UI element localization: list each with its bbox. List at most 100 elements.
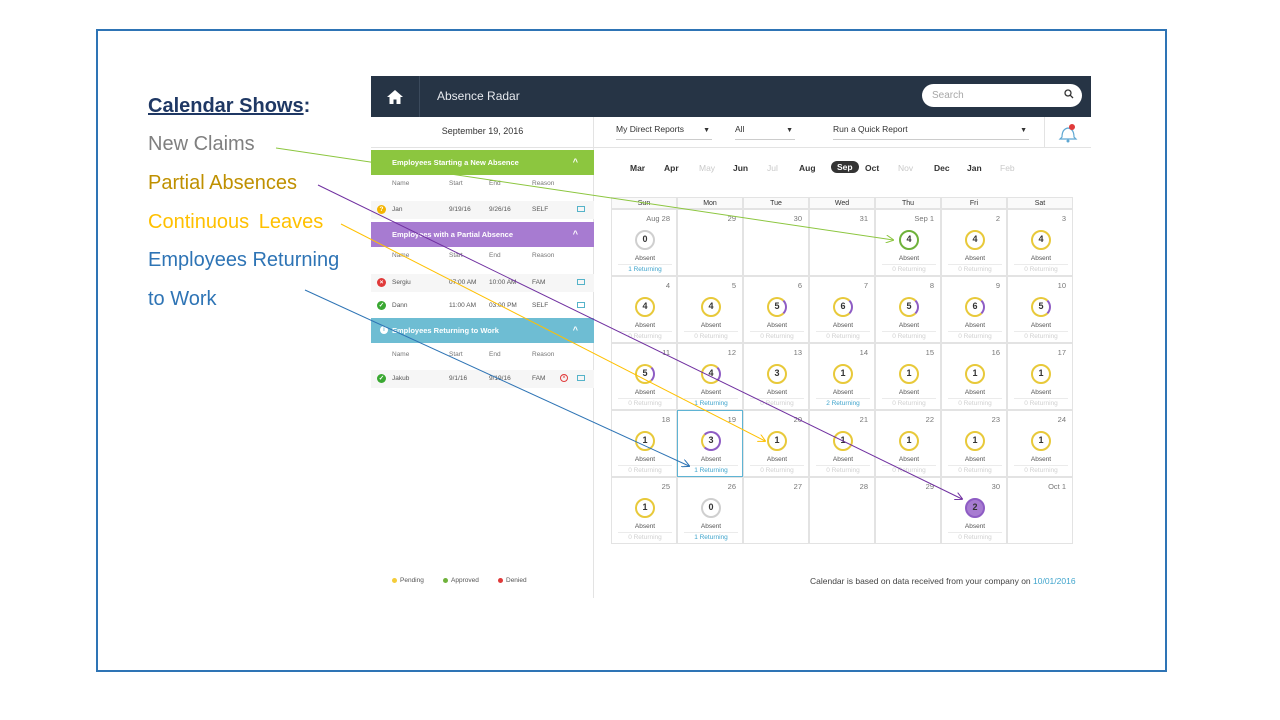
calendar-day[interactable]: 26 0 Absent 1 Returning [677, 477, 743, 544]
table-row[interactable]: ✓ Dann 11:00 AM 03:00 PM SELF [371, 297, 594, 315]
absence-count-ring[interactable]: 1 [1031, 364, 1051, 384]
calendar-day[interactable]: 22 1 Absent 0 Returning [875, 410, 941, 477]
calendar-day[interactable]: 9 6 Absent 0 Returning [941, 276, 1007, 343]
calendar-day[interactable]: 16 1 Absent 0 Returning [941, 343, 1007, 410]
table-row[interactable]: ? Jan 9/19/16 9/26/16 SELF [371, 201, 594, 219]
calendar-day[interactable]: 31 [809, 209, 875, 276]
absence-count-ring[interactable]: 3 [767, 364, 787, 384]
deny-icon[interactable]: × [560, 374, 568, 382]
absence-count-ring[interactable]: 0 [635, 230, 655, 250]
calendar-day[interactable]: Oct 1 [1007, 477, 1073, 544]
calendar-day[interactable]: 3 4 Absent 0 Returning [1007, 209, 1073, 276]
returning-link[interactable]: 0 Returning [684, 331, 738, 340]
absence-count-ring[interactable]: 1 [965, 431, 985, 451]
month-may[interactable]: May [699, 163, 716, 173]
calendar-day[interactable]: 23 1 Absent 0 Returning [941, 410, 1007, 477]
calendar-day[interactable]: 11 5 Absent 0 Returning [611, 343, 677, 410]
footer-date-link[interactable]: 10/01/2016 [1033, 576, 1076, 586]
calendar-day[interactable]: 8 5 Absent 0 Returning [875, 276, 941, 343]
mail-icon[interactable] [577, 206, 585, 212]
calendar-day[interactable]: 14 1 Absent 2 Returning [809, 343, 875, 410]
absence-count-ring[interactable]: 1 [635, 498, 655, 518]
calendar-day[interactable]: 7 6 Absent 0 Returning [809, 276, 875, 343]
section-returning-header[interactable]: i Employees Returning to Work ^ [371, 318, 594, 343]
search-input[interactable]: Search [922, 84, 1082, 107]
returning-link[interactable]: 0 Returning [750, 398, 804, 407]
returning-link[interactable]: 1 Returning [684, 465, 738, 474]
month-jun[interactable]: Jun [733, 163, 749, 173]
calendar-day[interactable]: 30 2 Absent 0 Returning [941, 477, 1007, 544]
section-new-absence-header[interactable]: Employees Starting a New Absence ^ [371, 150, 594, 175]
calendar-day[interactable]: 17 1 Absent 0 Returning [1007, 343, 1073, 410]
absence-count-ring[interactable]: 2 [965, 498, 985, 518]
returning-link[interactable]: 0 Returning [1014, 331, 1068, 340]
returning-link[interactable]: 0 Returning [882, 465, 936, 474]
absence-count-ring[interactable]: 1 [1031, 431, 1051, 451]
calendar-day[interactable]: 21 1 Absent 0 Returning [809, 410, 875, 477]
table-row[interactable]: × Sergiu 07:00 AM 10:00 AM FAM [371, 274, 594, 292]
absence-count-ring[interactable]: 4 [635, 297, 655, 317]
calendar-day[interactable]: 5 4 Absent 0 Returning [677, 276, 743, 343]
returning-link[interactable]: 1 Returning [684, 398, 738, 407]
absence-count-ring[interactable]: 4 [701, 364, 721, 384]
absence-count-ring[interactable]: 1 [965, 364, 985, 384]
quick-report-dropdown[interactable]: Run a Quick Report ▼ [833, 124, 1029, 140]
calendar-day[interactable]: 29 [677, 209, 743, 276]
absence-count-ring[interactable]: 3 [701, 431, 721, 451]
mail-icon[interactable] [577, 279, 585, 285]
returning-link[interactable]: 0 Returning [618, 331, 672, 340]
mail-icon[interactable] [577, 375, 585, 381]
month-dec[interactable]: Dec [934, 163, 950, 173]
calendar-day[interactable]: 4 4 Absent 0 Returning [611, 276, 677, 343]
returning-link[interactable]: 0 Returning [948, 398, 1002, 407]
absence-count-ring[interactable]: 4 [1031, 230, 1051, 250]
returning-link[interactable]: 0 Returning [816, 331, 870, 340]
absence-count-ring[interactable]: 1 [833, 364, 853, 384]
returning-link[interactable]: 0 Returning [948, 331, 1002, 340]
calendar-day[interactable]: 20 1 Absent 0 Returning [743, 410, 809, 477]
absence-count-ring[interactable]: 1 [833, 431, 853, 451]
returning-link[interactable]: 0 Returning [1014, 465, 1068, 474]
returning-link[interactable]: 0 Returning [948, 465, 1002, 474]
absence-count-ring[interactable]: 5 [767, 297, 787, 317]
absence-count-ring[interactable]: 6 [965, 297, 985, 317]
calendar-day[interactable]: 15 1 Absent 0 Returning [875, 343, 941, 410]
month-apr[interactable]: Apr [664, 163, 679, 173]
returning-link[interactable]: 0 Returning [750, 331, 804, 340]
absence-count-ring[interactable]: 5 [635, 364, 655, 384]
returning-link[interactable]: 0 Returning [882, 331, 936, 340]
mail-icon[interactable] [577, 302, 585, 308]
calendar-day[interactable]: 28 [809, 477, 875, 544]
calendar-day[interactable]: 18 1 Absent 0 Returning [611, 410, 677, 477]
calendar-day[interactable]: 2 4 Absent 0 Returning [941, 209, 1007, 276]
calendar-day[interactable]: 27 [743, 477, 809, 544]
calendar-day[interactable]: 13 3 Absent 0 Returning [743, 343, 809, 410]
returning-link[interactable]: 1 Returning [684, 532, 738, 541]
calendar-day[interactable]: 29 [875, 477, 941, 544]
absence-count-ring[interactable]: 4 [701, 297, 721, 317]
returning-link[interactable]: 0 Returning [1014, 264, 1068, 273]
month-nov[interactable]: Nov [898, 163, 914, 173]
returning-link[interactable]: 0 Returning [948, 532, 1002, 541]
returning-link[interactable]: 2 Returning [816, 398, 870, 407]
absence-count-ring[interactable]: 1 [635, 431, 655, 451]
month-feb[interactable]: Feb [1000, 163, 1015, 173]
absence-count-ring[interactable]: 6 [833, 297, 853, 317]
returning-link[interactable]: 0 Returning [948, 264, 1002, 273]
absence-count-ring[interactable]: 0 [701, 498, 721, 518]
section-partial-absence-header[interactable]: Employees with a Partial Absence ^ [371, 222, 594, 247]
returning-link[interactable]: 0 Returning [1014, 398, 1068, 407]
calendar-day[interactable]: 25 1 Absent 0 Returning [611, 477, 677, 544]
returning-link[interactable]: 0 Returning [618, 465, 672, 474]
absence-count-ring[interactable]: 1 [899, 431, 919, 451]
absence-count-ring[interactable]: 1 [899, 364, 919, 384]
home-button[interactable] [371, 76, 420, 117]
month-oct[interactable]: Oct [865, 163, 880, 173]
absence-count-ring[interactable]: 5 [899, 297, 919, 317]
reports-dropdown[interactable]: My Direct Reports ▼ [616, 124, 712, 140]
absence-count-ring[interactable]: 4 [965, 230, 985, 250]
calendar-day[interactable]: 12 4 Absent 1 Returning [677, 343, 743, 410]
search-icon[interactable] [1064, 89, 1074, 99]
month-jul[interactable]: Jul [767, 163, 778, 173]
returning-link[interactable]: 0 Returning [882, 398, 936, 407]
